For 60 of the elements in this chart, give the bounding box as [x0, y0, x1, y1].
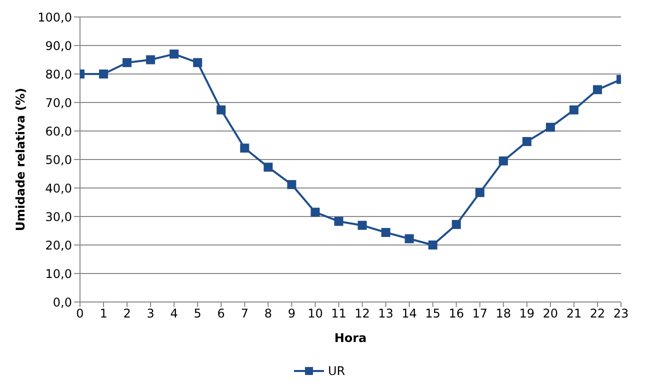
y-tick-label: 80,0	[45, 67, 72, 82]
x-tick-label: 18	[496, 306, 512, 321]
x-tick-label: 6	[217, 306, 225, 321]
point	[240, 144, 250, 153]
x-tick-label: 0	[76, 306, 84, 321]
x-tick-label: 12	[354, 306, 370, 321]
y-tick-label: 20,0	[45, 238, 72, 252]
x-tick-label: 10	[308, 306, 323, 321]
y-tick-label: 0,0	[52, 295, 72, 310]
point	[592, 85, 602, 94]
point	[498, 156, 508, 166]
y-tick-label: 10,0	[45, 266, 72, 281]
point	[404, 234, 414, 244]
x-tick-label: 13	[378, 306, 394, 321]
x-tick-label: 7	[240, 306, 248, 321]
x-tick-label: 3	[146, 306, 154, 321]
y-tick-label: 40,0	[45, 181, 72, 196]
x-tick-label: 1	[100, 306, 108, 321]
y-tick-label: 70,0	[45, 96, 72, 110]
x-tick-label: 8	[264, 306, 272, 321]
point	[310, 208, 320, 217]
point	[99, 70, 108, 78]
point	[546, 122, 555, 132]
x-tick-label: 20	[542, 306, 558, 321]
x-tick-label: 22	[590, 306, 606, 321]
point	[193, 58, 202, 68]
legend-label: UR	[328, 364, 346, 378]
y-tick-label: 90,0	[45, 38, 72, 53]
x-tick-label: 5	[194, 306, 202, 321]
point	[334, 216, 344, 226]
y-axis-title: Umidade relativa (%)	[13, 88, 28, 232]
x-tick-label: 4	[170, 306, 178, 321]
x-tick-label: 16	[448, 306, 464, 321]
point	[287, 180, 296, 190]
point	[428, 240, 438, 250]
y-tick-label: 60,0	[45, 124, 72, 138]
x-tick-label: 19	[519, 306, 535, 321]
point	[452, 220, 461, 229]
point	[522, 137, 532, 146]
x-tick-label: 23	[613, 306, 629, 321]
x-axis-title: Hora	[334, 331, 367, 345]
x-tick-label: 14	[402, 306, 417, 321]
x-tick-label: 2	[123, 306, 131, 321]
point	[216, 105, 226, 114]
y-tick-label: 100,0	[38, 10, 72, 24]
y-tick-label: 50,0	[45, 152, 72, 167]
point	[146, 55, 156, 64]
point	[122, 58, 132, 68]
x-tick-label: 11	[331, 306, 346, 321]
point	[358, 220, 367, 230]
point	[264, 162, 273, 172]
x-tick-label: 21	[566, 306, 582, 321]
x-tick-label: 9	[288, 306, 296, 321]
point	[569, 105, 578, 114]
x-tick-label: 17	[472, 306, 488, 321]
point	[170, 50, 179, 59]
point	[475, 188, 484, 198]
x-tick-label: 15	[425, 306, 440, 321]
point	[381, 228, 390, 237]
y-tick-label: 30,0	[45, 210, 72, 224]
